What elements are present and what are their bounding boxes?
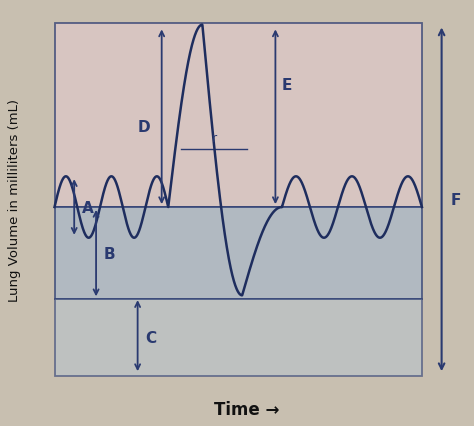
Text: E: E bbox=[282, 78, 292, 92]
Text: F: F bbox=[450, 193, 461, 207]
X-axis label: Time →: Time → bbox=[214, 400, 280, 417]
Text: C: C bbox=[146, 330, 156, 345]
Text: D: D bbox=[137, 120, 150, 135]
Text: A: A bbox=[82, 200, 94, 215]
Bar bbox=[55, 207, 422, 299]
Text: B: B bbox=[104, 246, 116, 261]
Bar bbox=[55, 23, 422, 207]
Text: r: r bbox=[211, 131, 217, 144]
Y-axis label: Lung Volume in milliliters (mL): Lung Volume in milliliters (mL) bbox=[9, 98, 21, 301]
Bar bbox=[55, 299, 422, 376]
